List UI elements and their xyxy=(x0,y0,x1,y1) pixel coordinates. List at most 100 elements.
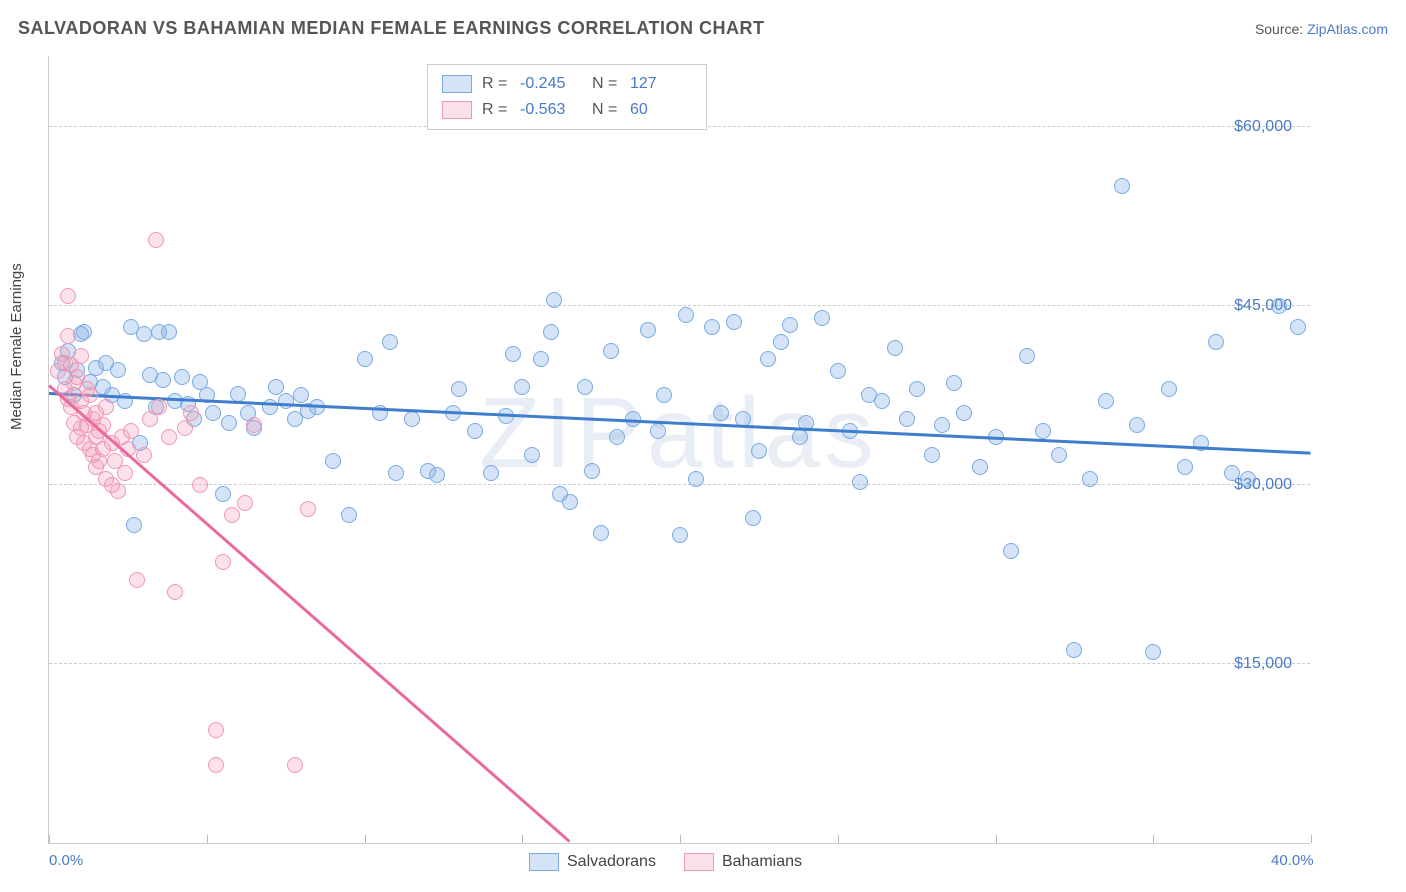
data-point xyxy=(956,405,972,421)
data-point xyxy=(1224,465,1240,481)
data-point xyxy=(82,387,98,403)
data-point xyxy=(546,292,562,308)
legend-swatch xyxy=(442,101,472,119)
data-point xyxy=(1051,447,1067,463)
data-point xyxy=(208,757,224,773)
source-link[interactable]: ZipAtlas.com xyxy=(1307,21,1388,37)
data-point xyxy=(852,474,868,490)
data-point xyxy=(609,429,625,445)
data-point xyxy=(388,465,404,481)
data-point xyxy=(287,757,303,773)
data-point xyxy=(148,232,164,248)
x-tick-label: 0.0% xyxy=(49,852,83,869)
legend-r-value: -0.563 xyxy=(520,101,582,119)
data-point xyxy=(1271,298,1287,314)
data-point xyxy=(208,722,224,738)
x-tick-mark xyxy=(522,835,523,843)
trend-line xyxy=(49,392,1311,455)
data-point xyxy=(1161,381,1177,397)
x-tick-mark xyxy=(838,835,839,843)
data-point xyxy=(60,288,76,304)
data-point xyxy=(814,310,830,326)
data-point xyxy=(650,423,666,439)
source-label: Source: xyxy=(1255,21,1303,37)
data-point xyxy=(224,507,240,523)
data-point xyxy=(745,510,761,526)
trend-line xyxy=(48,384,571,842)
data-point xyxy=(483,465,499,481)
data-point xyxy=(1290,319,1306,335)
data-point xyxy=(382,334,398,350)
y-tick-label: $60,000 xyxy=(1234,118,1292,136)
data-point xyxy=(577,379,593,395)
legend-row: R = -0.245 N = 127 xyxy=(442,71,692,97)
data-point xyxy=(924,447,940,463)
data-point xyxy=(123,423,139,439)
data-point xyxy=(1035,423,1051,439)
legend-n-value: 127 xyxy=(630,75,692,93)
data-point xyxy=(136,326,152,342)
data-point xyxy=(1208,334,1224,350)
data-point xyxy=(524,447,540,463)
data-point xyxy=(174,369,190,385)
chart-title: SALVADORAN VS BAHAMIAN MEDIAN FEMALE EAR… xyxy=(18,18,765,39)
legend-n-value: 60 xyxy=(630,101,692,119)
data-point xyxy=(946,375,962,391)
data-point xyxy=(1019,348,1035,364)
data-point xyxy=(325,453,341,469)
data-point xyxy=(161,429,177,445)
y-axis-label: Median Female Earnings xyxy=(8,263,25,430)
data-point xyxy=(533,351,549,367)
x-tick-mark xyxy=(365,835,366,843)
data-point xyxy=(76,324,92,340)
data-point xyxy=(404,411,420,427)
data-point xyxy=(934,417,950,433)
y-tick-label: $15,000 xyxy=(1234,655,1292,673)
data-point xyxy=(151,399,167,415)
data-point xyxy=(584,463,600,479)
scatter-plot: ZIPatlas $15,000$30,000$45,000$60,0000.0… xyxy=(48,56,1310,844)
data-point xyxy=(972,459,988,475)
legend-swatch xyxy=(529,853,559,871)
series-legend: SalvadoransBahamians xyxy=(529,853,802,871)
data-point xyxy=(593,525,609,541)
data-point xyxy=(1003,543,1019,559)
data-point xyxy=(704,319,720,335)
data-point xyxy=(110,362,126,378)
chart-header: SALVADORAN VS BAHAMIAN MEDIAN FEMALE EAR… xyxy=(18,18,1388,39)
data-point xyxy=(656,387,672,403)
x-tick-label: 40.0% xyxy=(1271,852,1314,869)
correlation-legend: R = -0.245 N = 127 R =-0.563N =60 xyxy=(427,64,707,130)
data-point xyxy=(562,494,578,510)
data-point xyxy=(543,324,559,340)
data-point xyxy=(726,314,742,330)
data-point xyxy=(221,415,237,431)
legend-r-label: R = xyxy=(482,75,510,93)
legend-row: R =-0.563N =60 xyxy=(442,97,692,123)
data-point xyxy=(773,334,789,350)
x-tick-mark xyxy=(996,835,997,843)
data-point xyxy=(713,405,729,421)
data-point xyxy=(514,379,530,395)
data-point xyxy=(357,351,373,367)
data-point xyxy=(751,443,767,459)
x-tick-mark xyxy=(49,835,50,843)
data-point xyxy=(161,324,177,340)
data-point xyxy=(429,467,445,483)
data-point xyxy=(467,423,483,439)
x-tick-mark xyxy=(1153,835,1154,843)
data-point xyxy=(293,387,309,403)
legend-series-name: Salvadorans xyxy=(567,853,656,871)
legend-r-value: -0.245 xyxy=(520,75,582,93)
data-point xyxy=(887,340,903,356)
data-point xyxy=(177,420,193,436)
data-point xyxy=(1129,417,1145,433)
legend-n-label: N = xyxy=(592,75,620,93)
data-point xyxy=(1177,459,1193,475)
data-point xyxy=(215,486,231,502)
x-tick-mark xyxy=(207,835,208,843)
grid-line xyxy=(49,305,1310,306)
x-tick-mark xyxy=(1311,835,1312,843)
data-point xyxy=(192,477,208,493)
data-point xyxy=(792,429,808,445)
